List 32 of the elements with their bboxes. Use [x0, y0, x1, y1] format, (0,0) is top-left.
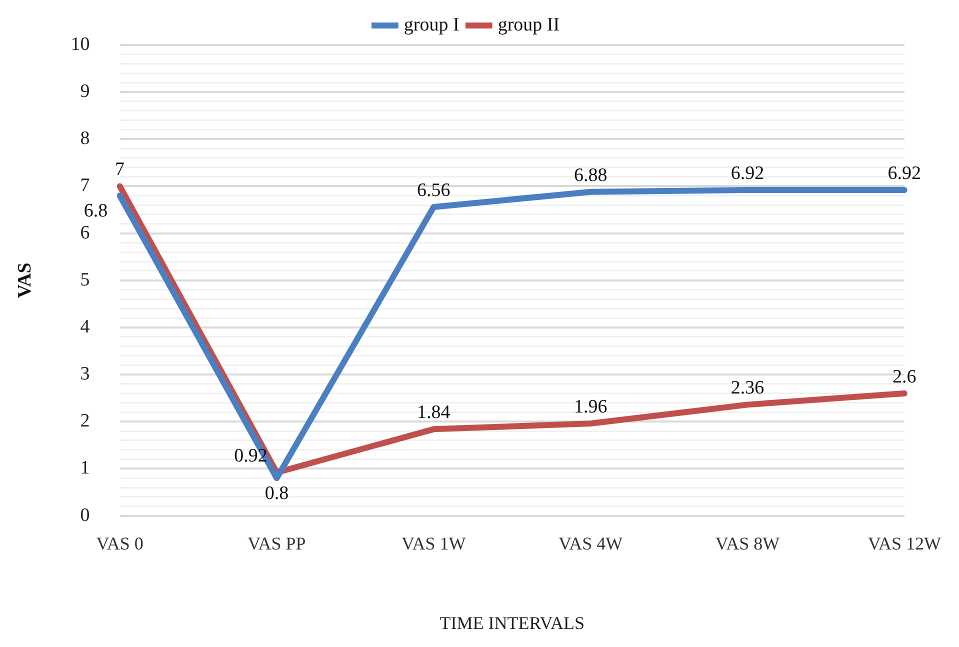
- data-label: 7: [115, 159, 125, 180]
- data-label: 6.88: [574, 164, 608, 186]
- y-tick-label: 4: [80, 316, 90, 338]
- data-label: 2.36: [730, 378, 764, 399]
- y-axis-title: VAS: [14, 262, 36, 298]
- y-tick-label: 7: [80, 175, 90, 196]
- y-tick-label: 0: [80, 504, 90, 526]
- y-tick-label: 6: [80, 222, 90, 244]
- data-label: 1.84: [417, 402, 451, 424]
- x-tick-label: VAS 0: [96, 533, 144, 554]
- data-label: 1.96: [574, 396, 608, 418]
- x-tick-label: VAS 4W: [558, 533, 623, 554]
- y-tick-label: 9: [80, 81, 90, 102]
- y-tick-label: 5: [80, 269, 90, 290]
- data-label: 2.6: [892, 366, 916, 388]
- y-tick-label: 1: [80, 458, 90, 479]
- x-axis-title: TIME INTERVALS: [440, 612, 584, 633]
- x-tick-label: VAS 8W: [715, 533, 780, 554]
- x-tick-label: VAS PP: [248, 533, 306, 554]
- data-label: 6.92: [888, 162, 922, 184]
- y-tick-label: 3: [80, 364, 90, 385]
- y-tick-label: 8: [80, 128, 90, 150]
- x-tick-label: VAS 1W: [402, 533, 466, 554]
- x-tick-label: VAS 12W: [868, 533, 942, 554]
- y-tick-label: 10: [70, 34, 90, 55]
- data-label: 6.8: [84, 200, 108, 222]
- data-label: 0.8: [264, 483, 289, 504]
- y-tick-label: 2: [80, 410, 90, 432]
- data-label: 6.92: [730, 162, 764, 184]
- legend-label: group I: [404, 14, 460, 36]
- data-label: 6.56: [417, 180, 450, 201]
- legend-label: group II: [498, 14, 560, 36]
